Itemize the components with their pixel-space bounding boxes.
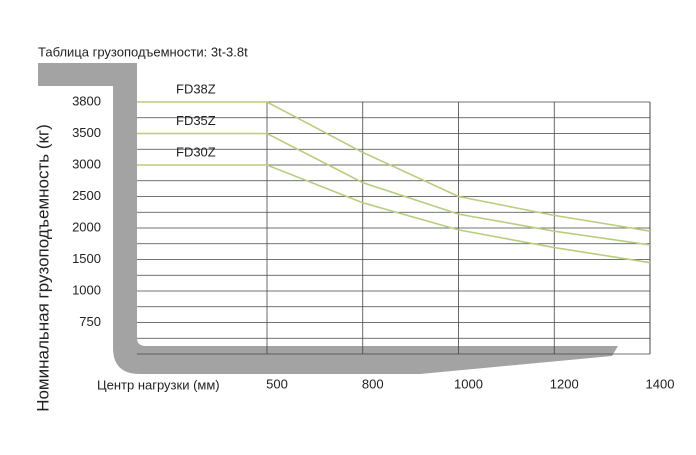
x-tick-label: 1000 [454,376,483,391]
series-label: FD35Z [176,113,216,128]
x-axis-label: Центр нагрузки (мм) [97,377,220,392]
y-tick-label: 2500 [72,188,101,203]
y-axis-label: Номинальная грузоподъемность (кг) [33,124,52,412]
x-tick-label: 1400 [646,376,675,391]
y-tick-label: 2000 [72,219,101,234]
y-tick-label: 3800 [72,93,101,108]
series-line [137,132,651,246]
y-tick-label: 1500 [72,251,101,266]
series-line [137,164,651,264]
fork-shape [38,63,618,374]
x-tick-label: 1200 [550,376,579,391]
y-tick-label: 1000 [72,282,101,297]
chart-title: Таблица грузоподъемности: 3t-3.8t [38,44,248,59]
y-tick-label: 3500 [72,125,101,140]
series-line [137,101,651,232]
y-tick-label: 3000 [72,156,101,171]
x-tick-label: 800 [362,376,384,391]
y-tick-label: 750 [79,314,101,329]
x-tick-label: 500 [266,376,288,391]
series-label: FD30Z [176,144,216,159]
series-label: FD38Z [176,81,216,96]
